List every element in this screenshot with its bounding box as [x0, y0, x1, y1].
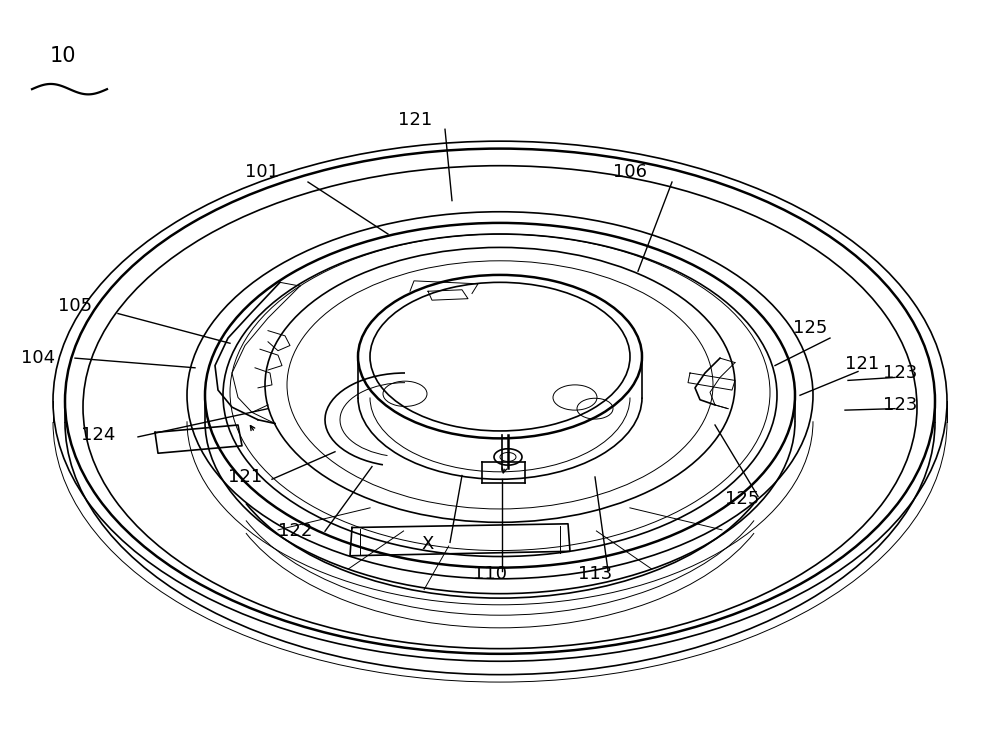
Text: 123: 123 [883, 364, 917, 382]
Text: 124: 124 [81, 426, 115, 444]
Text: 101: 101 [245, 163, 279, 181]
Text: 105: 105 [58, 297, 92, 315]
Text: 122: 122 [278, 522, 312, 540]
Text: 106: 106 [613, 163, 647, 181]
Text: 125: 125 [793, 319, 827, 337]
Text: 113: 113 [578, 565, 612, 583]
Text: 110: 110 [473, 565, 507, 583]
Text: 125: 125 [725, 490, 759, 508]
Text: 121: 121 [845, 355, 879, 373]
Text: X: X [422, 535, 434, 553]
Text: 104: 104 [21, 349, 55, 367]
Text: 121: 121 [398, 111, 432, 129]
Text: 123: 123 [883, 396, 917, 414]
Text: 10: 10 [50, 46, 76, 65]
Text: 121: 121 [228, 468, 262, 486]
